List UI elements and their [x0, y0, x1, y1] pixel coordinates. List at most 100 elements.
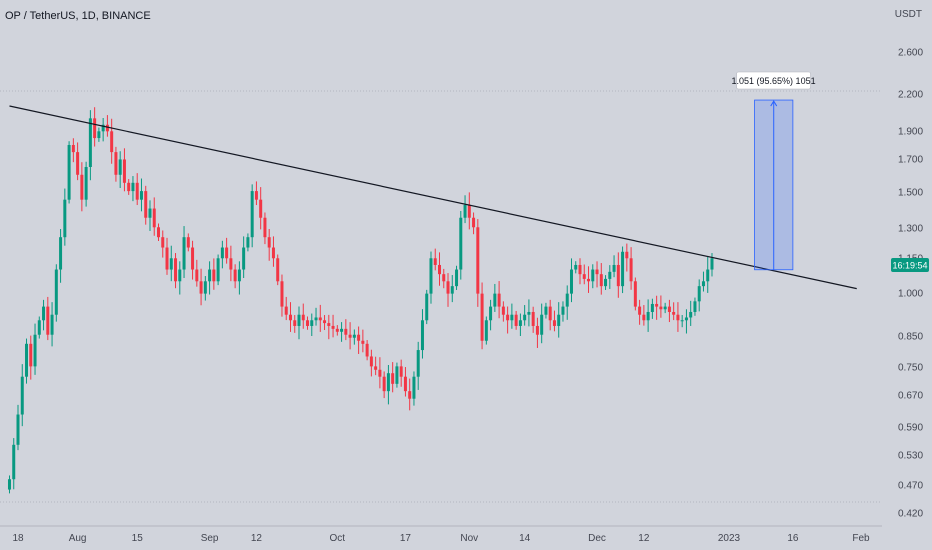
candle-body-down	[676, 314, 680, 321]
candle-body-up	[33, 334, 37, 367]
x-tick-label: Aug	[69, 533, 87, 544]
candle-body-up	[67, 144, 71, 200]
candle-body-up	[650, 303, 654, 312]
candle-body-down	[76, 152, 80, 175]
candle-body-down	[548, 306, 552, 321]
candle-body-down	[157, 227, 160, 238]
candle-body-up	[493, 293, 497, 307]
x-tick-label: 16	[787, 533, 799, 544]
candle-body-down	[408, 391, 412, 399]
candle-body-up	[88, 118, 92, 167]
candle-body-up	[450, 286, 454, 294]
measure-label-box	[736, 71, 811, 90]
candle-body-up	[484, 320, 488, 341]
candle-body-down	[71, 144, 75, 153]
y-tick-label: 1.300	[898, 224, 923, 235]
y-tick-label: 1.000	[898, 289, 923, 300]
candle-body-down	[335, 328, 339, 332]
candle-body-down	[271, 247, 275, 259]
candle-body-up	[459, 217, 463, 270]
candle-body-down	[254, 191, 258, 200]
x-tick-label: Feb	[852, 533, 870, 544]
candle-body-up	[42, 306, 46, 321]
candle-body-down	[446, 281, 450, 294]
candle-body-up	[561, 306, 565, 315]
candle-body-up	[569, 269, 573, 294]
candle-body-up	[386, 373, 390, 392]
candle-body-down	[361, 340, 365, 344]
candle-body-up	[101, 124, 105, 132]
candle-body-down	[259, 199, 263, 218]
candle-body-up	[50, 314, 54, 335]
candle-body-down	[195, 269, 199, 282]
candle-body-down	[638, 306, 642, 315]
candle-body-down	[374, 366, 378, 370]
y-tick-label: 1.900	[898, 127, 923, 138]
candle-body-up	[37, 320, 41, 335]
candle-body-down	[535, 325, 539, 335]
candle-body-down	[506, 314, 510, 321]
x-tick-label: 15	[132, 533, 144, 544]
candle-body-up	[12, 444, 16, 480]
measure-label: 1.051 (95.65%) 1051	[732, 76, 816, 86]
candle-body-down	[29, 343, 33, 367]
candle-body-up	[7, 479, 11, 490]
candle-body-up	[242, 247, 246, 270]
candle-body-down	[552, 320, 556, 326]
x-tick-label: Sep	[201, 533, 219, 544]
candle-body-up	[510, 314, 514, 321]
candle-body-up	[84, 166, 88, 200]
x-tick-label: Oct	[330, 533, 346, 544]
y-tick-label: 0.470	[898, 481, 923, 492]
candle-body-up	[574, 264, 578, 270]
candle-body-up	[340, 328, 344, 332]
candle-body-up	[314, 317, 318, 321]
candle-body-down	[633, 281, 637, 307]
candle-body-down	[344, 328, 348, 335]
candle-body-up	[621, 251, 625, 287]
candle-body-down	[152, 208, 156, 228]
candle-body-down	[280, 281, 284, 307]
candle-body-down	[267, 237, 271, 248]
candle-body-up	[250, 191, 254, 238]
candle-body-down	[284, 306, 288, 315]
candle-body-up	[216, 258, 220, 282]
candle-body-up	[612, 264, 616, 272]
candle-body-down	[348, 334, 352, 338]
candle-body-up	[237, 269, 241, 282]
y-tick-label: 1.700	[898, 155, 923, 166]
candle-body-down	[301, 314, 305, 321]
candle-body-up	[416, 350, 420, 377]
candle-body-down	[331, 325, 335, 329]
candle-body-up	[20, 376, 24, 415]
candle-body-down	[578, 264, 582, 275]
candle-body-down	[582, 274, 586, 279]
candle-body-down	[599, 274, 603, 287]
candle-body-down	[403, 376, 407, 392]
candle-body-down	[616, 264, 620, 287]
measure-arrow-head	[770, 100, 778, 107]
candle-body-up	[527, 311, 531, 315]
candle-body-up	[565, 293, 569, 307]
candle-body-up	[118, 159, 122, 175]
candle-body-up	[646, 311, 650, 321]
candle-body-up	[463, 204, 467, 218]
y-tick-label: 2.200	[898, 90, 923, 101]
y-tick-label: 0.420	[898, 509, 923, 520]
candle-body-up	[540, 314, 544, 335]
candle-body-down	[318, 317, 322, 321]
candle-body-up	[663, 306, 667, 310]
candle-body-down	[323, 320, 327, 324]
candle-body-down	[467, 204, 471, 218]
candle-body-down	[659, 306, 663, 310]
candle-body-down	[365, 343, 369, 357]
candle-body-up	[169, 258, 173, 270]
candle-body-down	[497, 293, 501, 307]
candle-body-down	[306, 320, 310, 326]
candle-body-down	[382, 376, 386, 392]
candle-body-down	[127, 182, 131, 192]
candle-body-down	[514, 314, 518, 326]
candle-body-down	[80, 174, 84, 200]
candle-body-up	[425, 293, 429, 321]
